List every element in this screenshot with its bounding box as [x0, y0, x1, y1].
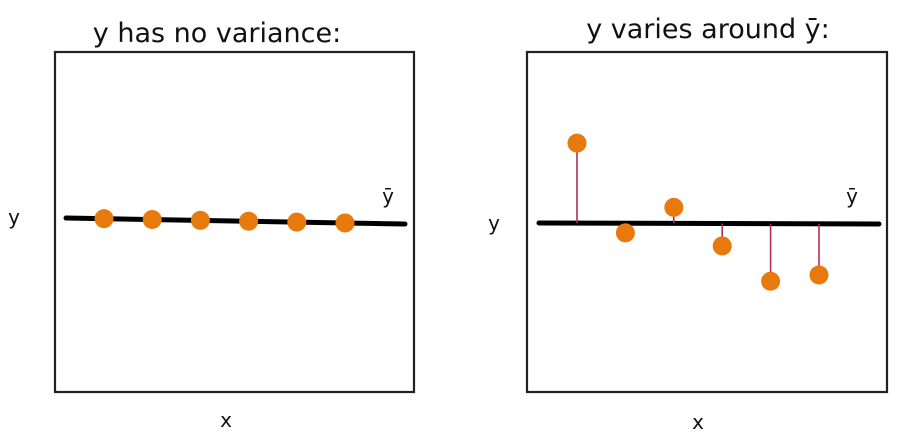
mean-label: ȳ [846, 184, 858, 208]
data-point [761, 271, 781, 291]
y-axis-label: y [488, 211, 500, 235]
panel-varies-around-mean: y varies around ȳ: y x ȳ [488, 14, 889, 434]
panel-no-variance: y has no variance: y x ȳ [8, 18, 416, 432]
data-point [712, 236, 732, 256]
panel-title: y has no variance: [93, 18, 341, 49]
x-axis-label: x [220, 408, 232, 432]
plot-frame [53, 50, 416, 394]
panel-title: y varies around ȳ: [586, 14, 830, 45]
mean-label: ȳ [382, 184, 394, 208]
mean-line [536, 220, 882, 227]
data-point [287, 212, 307, 232]
data-point [335, 213, 355, 233]
y-axis-label: y [8, 205, 20, 229]
plot-marks [536, 133, 882, 291]
data-point [190, 210, 210, 230]
data-point [239, 211, 259, 231]
plot-marks [63, 209, 408, 233]
data-point [809, 265, 829, 285]
data-point [142, 210, 162, 230]
data-point [94, 209, 114, 229]
data-point [664, 197, 684, 217]
plot-frame [525, 50, 889, 394]
data-point [615, 223, 635, 243]
x-axis-label: x [692, 410, 704, 434]
data-point [567, 133, 587, 153]
